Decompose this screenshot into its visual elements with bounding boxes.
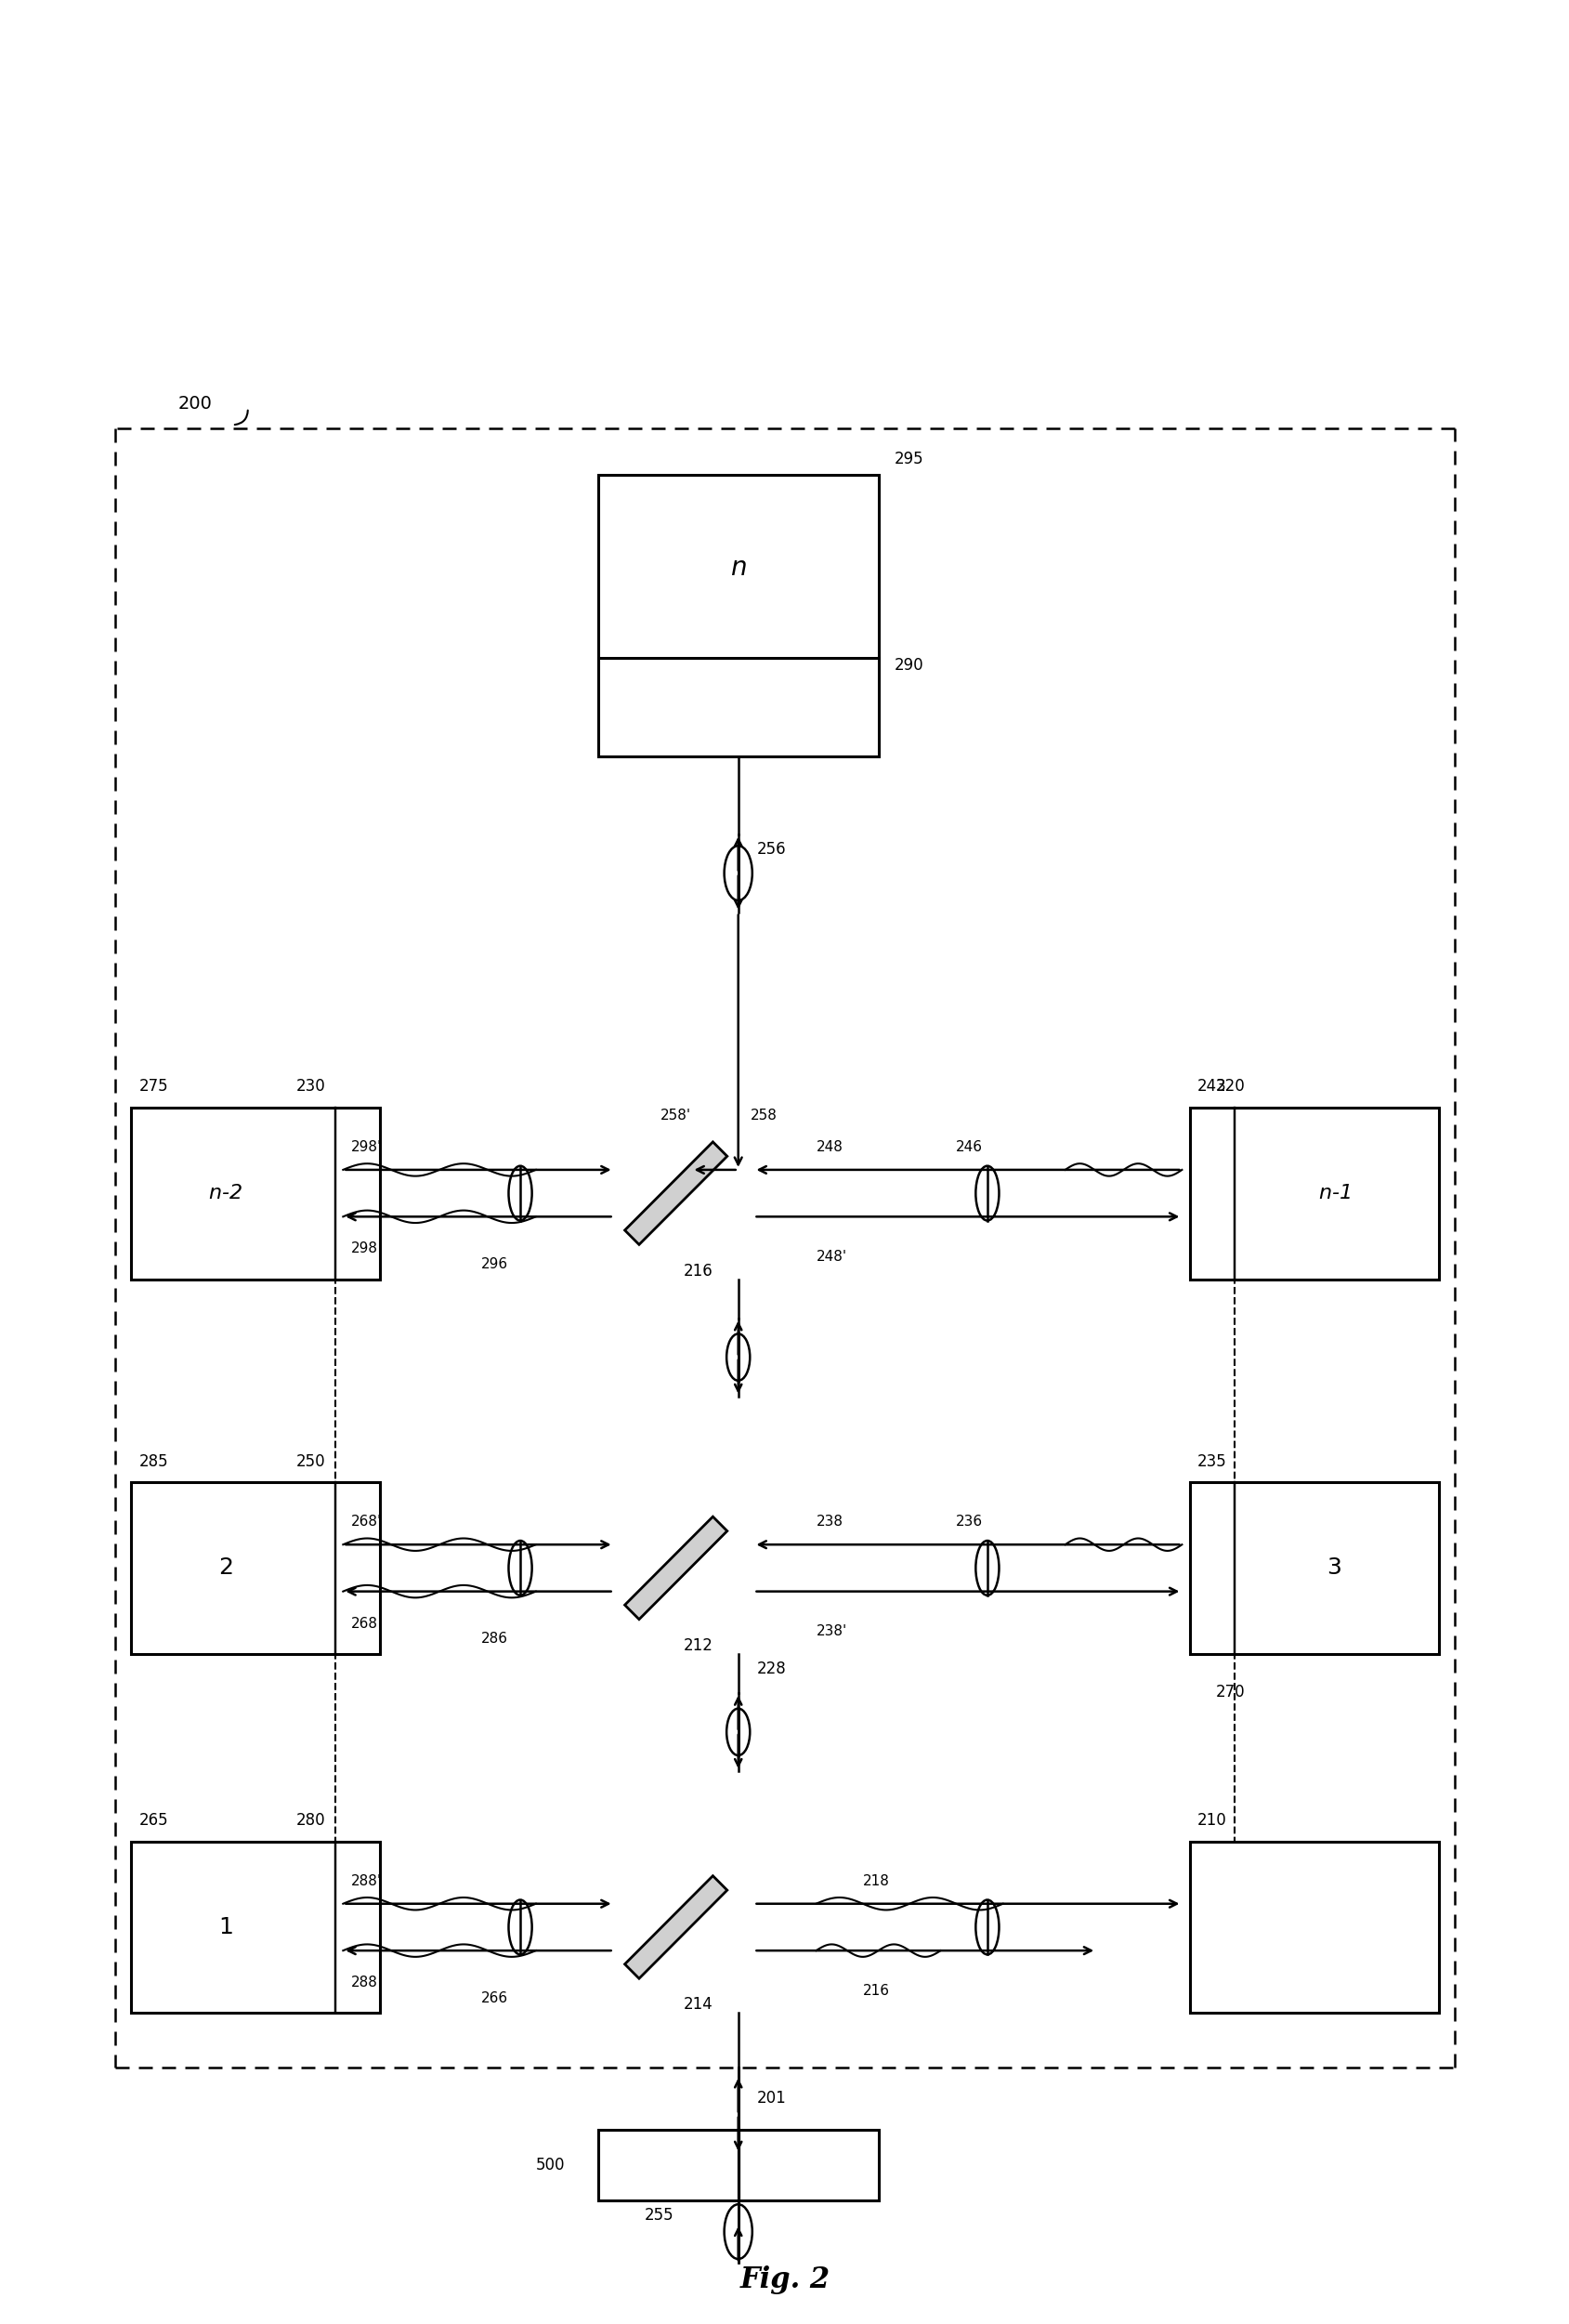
Text: 201: 201 — [756, 2089, 786, 2108]
Bar — [598, 2131, 879, 2201]
Text: 268: 268 — [350, 1618, 378, 1631]
Text: 295: 295 — [893, 451, 923, 467]
Text: 216: 216 — [863, 1982, 890, 1996]
Text: Fig. 2: Fig. 2 — [739, 2266, 830, 2294]
Text: 228: 228 — [756, 1662, 786, 1678]
Text: 246: 246 — [956, 1141, 982, 1155]
Text: 238': 238' — [816, 1624, 847, 1638]
Text: 218: 218 — [863, 1873, 890, 1887]
Text: 1: 1 — [218, 1915, 232, 1938]
Text: $n$-2: $n$-2 — [209, 1183, 243, 1202]
Text: 258': 258' — [661, 1109, 690, 1122]
Bar — [1189, 1841, 1439, 2013]
Text: 258: 258 — [750, 1109, 777, 1122]
Text: 288: 288 — [350, 1975, 378, 1989]
Text: $n$: $n$ — [730, 555, 745, 581]
Text: 210: 210 — [1197, 1813, 1227, 1829]
Text: 500: 500 — [535, 2157, 565, 2173]
Text: 250: 250 — [297, 1452, 325, 1469]
Text: 298': 298' — [350, 1141, 381, 1155]
Text: 266: 266 — [482, 1992, 508, 2006]
Text: 220: 220 — [1216, 1078, 1244, 1095]
Text: 288': 288' — [350, 1873, 381, 1887]
Text: 265: 265 — [138, 1813, 168, 1829]
Text: 243: 243 — [1197, 1078, 1227, 1095]
Text: 230: 230 — [297, 1078, 326, 1095]
Bar — [1189, 1483, 1439, 1655]
Text: 200: 200 — [177, 395, 212, 411]
Text: 275: 275 — [138, 1078, 168, 1095]
Bar — [130, 1483, 380, 1655]
Text: 236: 236 — [956, 1515, 982, 1529]
Bar — [1189, 1106, 1439, 1278]
Text: 270: 270 — [1216, 1685, 1244, 1701]
Bar — [598, 474, 879, 755]
Text: 290: 290 — [893, 655, 923, 674]
Text: 296: 296 — [482, 1257, 508, 1271]
Text: 280: 280 — [297, 1813, 325, 1829]
Text: 298: 298 — [350, 1241, 378, 1255]
Bar — [130, 1841, 380, 2013]
Text: 214: 214 — [684, 1996, 712, 2013]
Text: 212: 212 — [684, 1636, 712, 1655]
Polygon shape — [624, 1518, 726, 1620]
Polygon shape — [624, 1141, 726, 1246]
Text: 235: 235 — [1197, 1452, 1227, 1469]
Text: 256: 256 — [756, 841, 786, 858]
Text: 3: 3 — [1326, 1557, 1341, 1578]
Text: 2: 2 — [218, 1557, 232, 1578]
Text: 285: 285 — [138, 1452, 168, 1469]
Text: 268': 268' — [350, 1515, 381, 1529]
Bar — [130, 1106, 380, 1278]
Text: 255: 255 — [645, 2208, 673, 2224]
Polygon shape — [624, 1875, 726, 1978]
Text: 248': 248' — [816, 1250, 846, 1264]
Text: 248: 248 — [816, 1141, 843, 1155]
Text: 286: 286 — [482, 1631, 508, 1645]
Text: 238: 238 — [816, 1515, 843, 1529]
Text: 216: 216 — [684, 1262, 712, 1278]
Text: $n$-1: $n$-1 — [1318, 1183, 1349, 1202]
